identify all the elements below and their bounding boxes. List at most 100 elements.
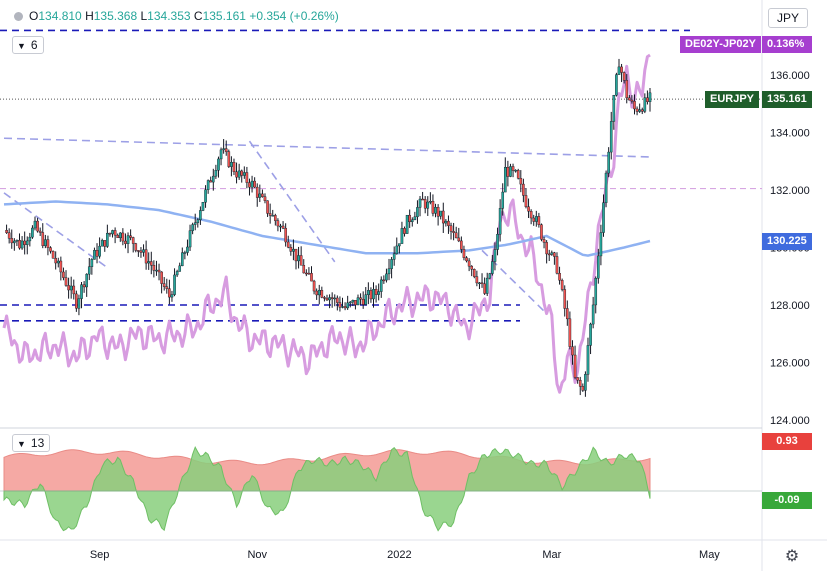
x-tick-label: Sep <box>90 549 110 561</box>
candle-body <box>594 278 598 306</box>
candle <box>408 209 411 228</box>
currency-button[interactable]: JPY <box>768 8 808 28</box>
candle-body <box>501 191 505 209</box>
candle <box>274 213 277 226</box>
candle <box>527 198 530 219</box>
candle-body <box>235 171 238 178</box>
candle <box>193 213 197 231</box>
candle-body <box>284 227 287 243</box>
candle-body <box>80 284 83 299</box>
candle <box>553 251 556 265</box>
candle <box>439 210 442 220</box>
candle-body <box>248 182 251 188</box>
candle-body <box>472 269 476 277</box>
candle <box>460 236 463 254</box>
candle <box>387 258 391 281</box>
candle <box>165 278 169 294</box>
candle <box>550 250 554 256</box>
main-pane-collapse-button[interactable]: ▼ 6 <box>12 36 44 54</box>
candle-body <box>240 170 244 176</box>
candle <box>248 178 251 196</box>
gear-icon[interactable]: ⚙ <box>784 548 800 565</box>
candle-body <box>460 240 463 250</box>
candle-body <box>503 167 507 193</box>
candle <box>403 226 406 237</box>
candle-body <box>33 220 37 229</box>
candle-body <box>506 167 510 177</box>
candle-body <box>178 265 182 272</box>
candle-body <box>532 217 536 222</box>
candle <box>317 284 321 305</box>
candle <box>178 262 182 272</box>
candle-body <box>467 260 471 267</box>
candle <box>338 296 342 312</box>
candle-body <box>160 271 163 284</box>
candle <box>449 222 453 240</box>
candle-body <box>620 66 623 73</box>
candle <box>186 239 189 256</box>
candle-body <box>23 240 26 245</box>
candle-body <box>542 239 546 243</box>
candle-body <box>212 175 215 183</box>
candle <box>599 224 603 266</box>
candle-body <box>191 224 194 231</box>
candle-body <box>341 306 344 308</box>
candle-body <box>364 294 368 305</box>
candle <box>69 276 73 299</box>
candle <box>67 277 70 299</box>
candle <box>292 239 295 261</box>
candle-body <box>643 97 647 112</box>
osc-pos-tag: 0.93 <box>762 433 812 450</box>
candle-body <box>338 302 342 308</box>
candle-body <box>405 214 409 234</box>
candle-body <box>328 297 331 301</box>
candle-body <box>429 200 432 203</box>
candle-body <box>258 193 262 198</box>
osc-pane-collapse-button[interactable]: ▼ 13 <box>12 434 51 452</box>
candle <box>173 268 176 297</box>
candle-body <box>351 300 355 303</box>
candle-body <box>297 255 300 262</box>
candle-body <box>516 170 520 179</box>
candle <box>514 169 517 173</box>
candle-body <box>597 255 600 279</box>
candle-body <box>573 354 577 378</box>
chevron-down-icon: ▼ <box>17 439 26 449</box>
osc-pane-badge-count: 13 <box>30 436 45 450</box>
candle <box>367 282 370 305</box>
candle <box>576 377 579 384</box>
candle-body <box>279 225 282 228</box>
candle-body <box>7 232 11 239</box>
candle <box>124 233 127 249</box>
candle <box>183 250 187 260</box>
candle <box>498 199 502 242</box>
candle-body <box>186 246 189 253</box>
candle <box>617 58 621 75</box>
candle-body <box>330 297 334 300</box>
candle-body <box>392 253 396 260</box>
candle <box>261 189 264 198</box>
candle-body <box>377 291 380 295</box>
candle-body <box>615 74 618 96</box>
candle <box>144 240 148 270</box>
candle-body <box>232 161 236 173</box>
candle-body <box>100 240 104 247</box>
candle-body <box>589 323 592 346</box>
candle-body <box>217 158 220 171</box>
candle <box>299 246 303 266</box>
candle <box>418 195 422 217</box>
candle-body <box>385 273 388 281</box>
candle-body <box>271 215 275 217</box>
candle <box>516 168 520 180</box>
candle-body <box>266 200 269 214</box>
candle <box>426 196 430 216</box>
candle-body <box>566 308 569 320</box>
candle-body <box>118 232 122 239</box>
candle-body <box>15 239 19 242</box>
candle <box>522 178 525 203</box>
main-pane-badge-count: 6 <box>30 38 38 52</box>
candle-body <box>511 166 515 171</box>
trendline <box>3 137 651 158</box>
candle <box>310 266 313 282</box>
